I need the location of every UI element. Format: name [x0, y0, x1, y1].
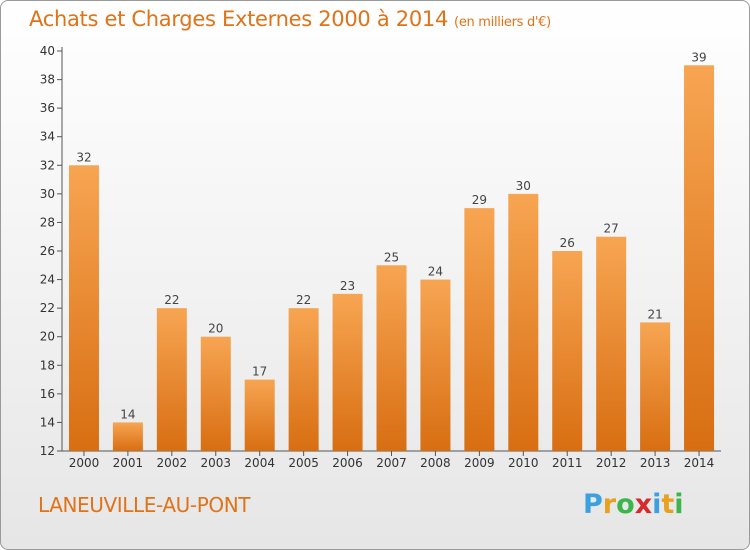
value-label-2014: 39 [691, 50, 706, 64]
commune-name: LANEUVILLE-AU-PONT [38, 493, 251, 517]
y-tick-label: 14 [40, 415, 55, 429]
logo-letter: o [616, 489, 635, 520]
value-label-2007: 25 [384, 250, 399, 264]
chart-title: Achats et Charges Externes 2000 à 2014 (e… [29, 7, 551, 31]
bar-2004 [244, 379, 275, 451]
bar-2006 [332, 293, 363, 451]
x-tick-label-2012: 2012 [596, 456, 627, 470]
bar-2012 [596, 236, 627, 451]
value-label-2001: 14 [120, 407, 135, 421]
x-tick-label-2001: 2001 [113, 456, 144, 470]
logo-letter: t [661, 489, 675, 520]
y-tick-label: 26 [40, 244, 55, 258]
value-label-2003: 20 [208, 322, 223, 336]
value-label-2013: 21 [647, 307, 662, 321]
bar-2000 [68, 165, 99, 452]
bar-2008 [420, 279, 451, 451]
value-label-2006: 23 [340, 279, 355, 293]
y-tick-label: 20 [40, 330, 55, 344]
logo-letter: r [602, 489, 617, 520]
value-label-2012: 27 [604, 222, 619, 236]
logo-letter: P [583, 489, 603, 520]
chart-unit: (en milliers d'€) [454, 15, 551, 30]
value-label-2005: 22 [296, 293, 311, 307]
x-tick-label-2006: 2006 [332, 456, 363, 470]
proxiti-logo: Proxiti [583, 489, 684, 520]
y-tick-label: 22 [40, 301, 55, 315]
x-tick-label-2010: 2010 [508, 456, 539, 470]
y-tick-label: 28 [40, 215, 55, 229]
bar-2003 [200, 336, 231, 451]
logo-letter: i [674, 489, 684, 520]
bars [68, 65, 715, 452]
x-tick-label-2014: 2014 [684, 456, 715, 470]
value-label-2002: 22 [164, 293, 179, 307]
logo-letter: i [652, 489, 662, 520]
value-label-2008: 24 [428, 265, 443, 279]
value-label-2009: 29 [472, 193, 487, 207]
bar-2014 [684, 65, 715, 452]
y-tick-label: 32 [40, 158, 55, 172]
y-tick-label: 36 [40, 101, 55, 115]
x-tick-label-2003: 2003 [200, 456, 231, 470]
y-tick-label: 18 [40, 358, 55, 372]
y-tick-label: 16 [40, 387, 55, 401]
x-tick-label-2000: 2000 [69, 456, 100, 470]
labels: 2000 32 2001 14 2002 22 2003 20 2004 17 2005 22 2006… [69, 50, 715, 470]
x-tick-label-2008: 2008 [420, 456, 451, 470]
y-tick-label: 34 [40, 130, 55, 144]
x-tick-label-2009: 2009 [464, 456, 495, 470]
bar-2002 [156, 308, 187, 451]
value-label-2000: 32 [76, 150, 91, 164]
bar-2009 [464, 208, 495, 451]
bar-2007 [376, 265, 407, 451]
x-tick-label-2011: 2011 [552, 456, 583, 470]
logo-letter: x [634, 489, 653, 520]
bar-2005 [288, 308, 319, 451]
value-label-2004: 17 [252, 365, 267, 379]
bar-2011 [552, 251, 583, 451]
value-label-2010: 30 [516, 179, 531, 193]
bar-2013 [640, 322, 671, 451]
x-tick-label-2002: 2002 [157, 456, 188, 470]
y-tick-label: 30 [40, 187, 55, 201]
bar-2010 [508, 193, 539, 451]
y-tick-label: 12 [40, 444, 55, 458]
y-tick-label: 38 [40, 73, 55, 87]
x-tick-label-2005: 2005 [288, 456, 319, 470]
y-tick-label: 40 [40, 44, 55, 58]
chart-title-text: Achats et Charges Externes 2000 à 2014 [29, 7, 449, 31]
axes: 12 14 16 18 20 22 24 26 28 30 32 34 36 38 40 [40, 44, 721, 458]
y-tick-label: 24 [40, 273, 55, 287]
bar-2001 [112, 422, 143, 451]
x-tick-label-2007: 2007 [376, 456, 407, 470]
value-label-2011: 26 [560, 236, 575, 250]
x-tick-label-2004: 2004 [244, 456, 275, 470]
x-tick-label-2013: 2013 [640, 456, 671, 470]
